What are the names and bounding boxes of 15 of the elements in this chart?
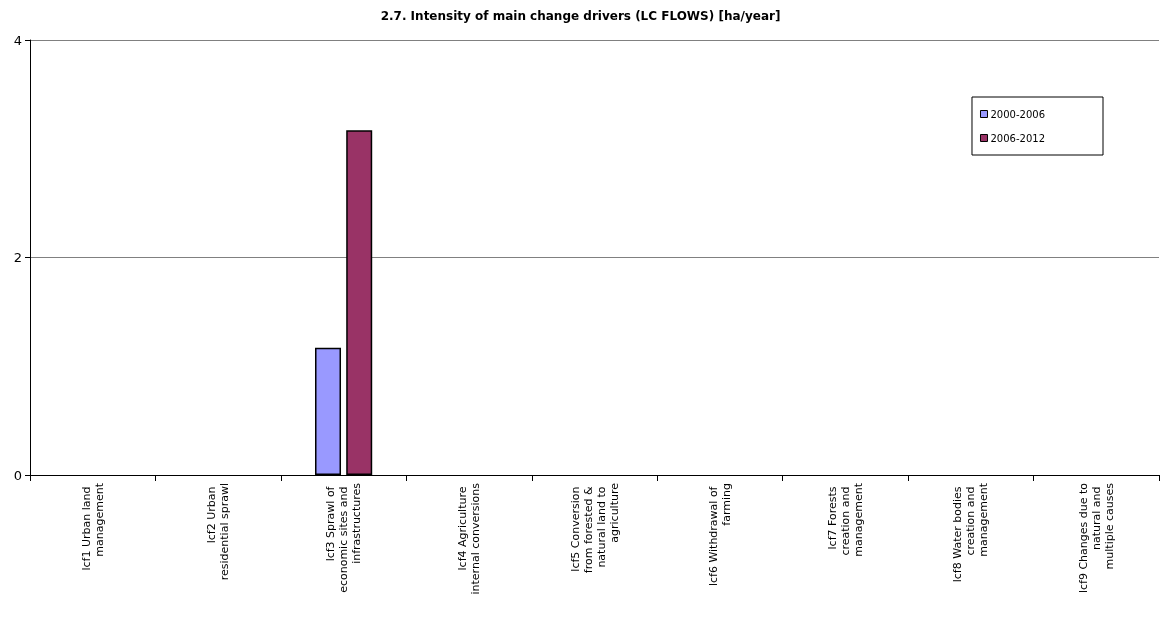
x-tick-label: lcf1 Urban land management (79, 482, 106, 571)
x-tick-label: lcf5 Conversion from forested & natural land to agriculture (568, 482, 621, 574)
legend-label: 2000-2006 (990, 108, 1046, 120)
y-tick-label: 2 (13, 250, 22, 265)
chart-title: 2.7. Intensity of main change drivers (LC FLOWS) [ha/year] (380, 9, 781, 23)
x-tick-label: lcf8 Water bodies creation and management (951, 482, 991, 583)
x-tick-label: lcf3 Sprawl of economic sites and infrastructures (324, 482, 364, 593)
x-tick-label: lcf2 Urban residential sprawl (205, 483, 232, 581)
x-tick-label: lcf4 Agriculture internal conversions (456, 482, 483, 595)
legend-label: 2006-2012 (990, 132, 1046, 144)
x-tick-label: lcf6 Withdrawal of farming (706, 483, 733, 587)
y-tick-label: 4 (13, 32, 22, 48)
x-tick-label: lcf9 Changes due to natural and multiple causes (1076, 482, 1116, 594)
y-tick-label: 0 (13, 467, 22, 483)
x-tick-label: lcf7 Forests creation and management (825, 482, 865, 557)
